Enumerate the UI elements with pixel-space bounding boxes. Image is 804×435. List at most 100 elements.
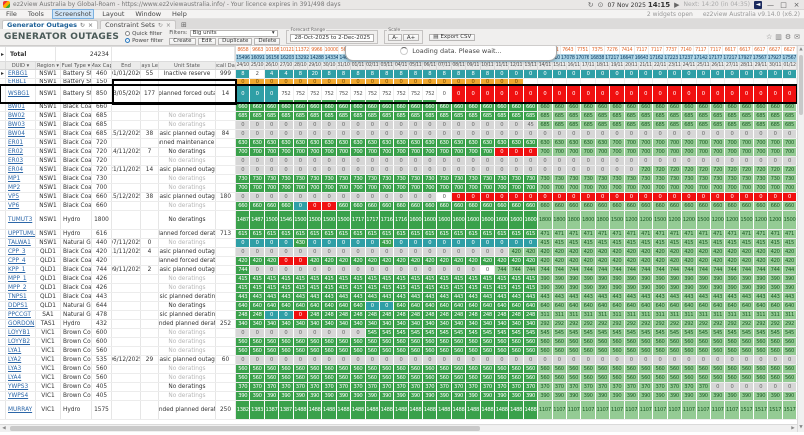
- outage-cell[interactable]: 0: [696, 70, 711, 78]
- outage-cell[interactable]: 420: [566, 257, 582, 265]
- outage-cell[interactable]: 1387: [264, 401, 280, 419]
- outage-cell[interactable]: 0: [423, 157, 438, 165]
- outage-cell[interactable]: 700: [236, 184, 251, 192]
- outage-cell[interactable]: 0: [768, 70, 783, 78]
- outage-cell[interactable]: 0: [523, 239, 539, 247]
- outage-cell[interactable]: 420: [480, 257, 496, 265]
- date-column-header[interactable]: 29/10: [307, 62, 323, 69]
- date-column-header[interactable]: 26/11: [710, 62, 726, 69]
- outage-cell[interactable]: 660: [754, 103, 769, 111]
- scroll-right-icon[interactable]: ▶: [791, 426, 795, 431]
- outage-cell[interactable]: 0: [307, 248, 323, 256]
- outage-cell[interactable]: 700: [351, 184, 366, 192]
- outage-cell[interactable]: 560: [754, 374, 769, 382]
- outage-cell[interactable]: 0: [351, 79, 366, 84]
- outage-cell[interactable]: 0: [322, 166, 337, 174]
- outage-cell[interactable]: 752: [307, 85, 323, 102]
- outage-cell[interactable]: 292: [595, 320, 611, 328]
- outage-cell[interactable]: 0: [768, 356, 783, 364]
- outage-cell[interactable]: 0: [782, 157, 798, 165]
- outage-cell[interactable]: 730: [495, 175, 510, 183]
- outage-cell[interactable]: 660: [394, 202, 409, 210]
- outage-cell[interactable]: 390: [653, 284, 668, 292]
- outage-cell[interactable]: 0: [624, 130, 639, 138]
- outage-cell[interactable]: 560: [408, 347, 424, 355]
- outage-cell[interactable]: 370: [480, 383, 496, 391]
- outage-cell[interactable]: 744: [236, 266, 251, 274]
- outage-cell[interactable]: 415: [322, 275, 337, 283]
- outage-cell[interactable]: 1488: [408, 401, 424, 419]
- outage-cell[interactable]: 545: [509, 329, 524, 337]
- outage-cell[interactable]: 1500: [264, 211, 280, 229]
- outage-cell[interactable]: 560: [466, 374, 481, 382]
- outage-cell[interactable]: 390: [581, 275, 596, 283]
- outage-cell[interactable]: 0: [754, 70, 769, 78]
- outage-cell[interactable]: 630: [437, 139, 452, 147]
- outage-cell[interactable]: 0: [437, 266, 452, 274]
- outage-cell[interactable]: 471: [552, 230, 567, 238]
- outage-cell[interactable]: 390: [653, 392, 668, 400]
- outage-cell[interactable]: 660: [523, 202, 539, 210]
- outage-cell[interactable]: 660: [667, 202, 683, 210]
- outage-cell[interactable]: 443: [437, 293, 452, 301]
- outage-cell[interactable]: 560: [638, 347, 654, 355]
- outage-cell[interactable]: 415: [566, 239, 582, 247]
- outage-cell[interactable]: 660: [264, 103, 280, 111]
- outage-cell[interactable]: 0: [480, 85, 496, 102]
- outage-cell[interactable]: 248: [394, 311, 409, 319]
- outage-cell[interactable]: 0: [264, 193, 280, 201]
- outage-cell[interactable]: 752: [351, 85, 366, 102]
- outage-cell[interactable]: 730: [379, 175, 395, 183]
- outage-cell[interactable]: 390: [336, 392, 352, 400]
- outage-cell[interactable]: 560: [408, 365, 424, 373]
- outage-cell[interactable]: 685: [293, 112, 308, 120]
- outage-cell[interactable]: 1517: [768, 401, 783, 419]
- outage-cell[interactable]: 471: [610, 230, 625, 238]
- outage-cell[interactable]: 415: [293, 275, 308, 283]
- outage-cell[interactable]: 1488: [509, 401, 524, 419]
- outage-cell[interactable]: 0: [480, 193, 496, 201]
- outage-cell[interactable]: 0: [538, 157, 553, 165]
- outage-cell[interactable]: 340: [466, 320, 481, 328]
- outage-cell[interactable]: 0: [250, 85, 265, 102]
- outage-cell[interactable]: 443: [754, 293, 769, 301]
- outage-cell[interactable]: 560: [336, 338, 352, 346]
- outage-cell[interactable]: 1500: [336, 211, 352, 229]
- outage-cell[interactable]: 700: [466, 184, 481, 192]
- date-column-header[interactable]: 05/11: [408, 62, 424, 69]
- generator-row[interactable]: ER03 NSW1 Black Coal 720 No deratings 0 0 0 0 0 0 0…: [0, 157, 798, 166]
- outage-cell[interactable]: 390: [739, 392, 755, 400]
- outage-cell[interactable]: 420: [667, 248, 683, 256]
- outage-cell[interactable]: 0: [710, 85, 726, 102]
- outage-cell[interactable]: 545: [768, 329, 783, 337]
- outage-cell[interactable]: 471: [768, 230, 783, 238]
- outage-cell[interactable]: 640: [322, 302, 337, 310]
- outage-cell[interactable]: 0: [653, 70, 668, 78]
- outage-cell[interactable]: 415: [307, 275, 323, 283]
- outage-cell[interactable]: 660: [768, 103, 783, 111]
- generator-row[interactable]: MP2 NSW1 Black Coal 700 No deratings 700 700 70…: [0, 184, 798, 193]
- duid-link[interactable]: MP2: [6, 184, 36, 192]
- outage-cell[interactable]: 720: [696, 166, 711, 174]
- outage-cell[interactable]: 420: [523, 257, 539, 265]
- outage-cell[interactable]: 390: [667, 275, 683, 283]
- outage-cell[interactable]: 560: [351, 347, 366, 355]
- outage-cell[interactable]: 390: [624, 392, 639, 400]
- outage-cell[interactable]: 0: [509, 79, 524, 84]
- outage-cell[interactable]: 370: [653, 383, 668, 391]
- outage-cell[interactable]: 415: [523, 275, 539, 283]
- outage-cell[interactable]: 700: [466, 148, 481, 156]
- outage-cell[interactable]: 560: [423, 338, 438, 346]
- date-column-header[interactable]: 29/11: [754, 62, 769, 69]
- outage-cell[interactable]: 630: [466, 139, 481, 147]
- outage-cell[interactable]: 0: [351, 157, 366, 165]
- outage-cell[interactable]: 0: [466, 130, 481, 138]
- outage-cell[interactable]: 1800: [581, 211, 596, 229]
- outage-cell[interactable]: 0: [495, 70, 510, 78]
- outage-cell[interactable]: 560: [351, 365, 366, 373]
- outage-cell[interactable]: 700: [624, 148, 639, 156]
- outage-cell[interactable]: 248: [365, 311, 380, 319]
- outage-cell[interactable]: 700: [538, 148, 553, 156]
